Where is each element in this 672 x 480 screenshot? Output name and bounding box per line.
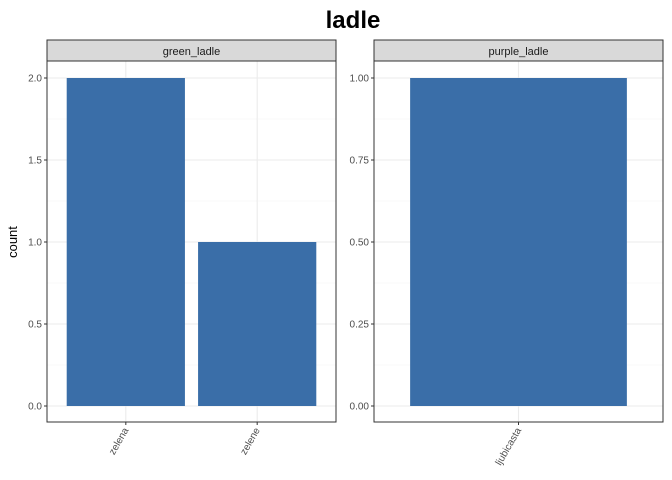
y-tick-label: 1.5 <box>28 156 42 167</box>
y-tick-label: 2.0 <box>28 74 42 85</box>
y-tick-label: 0.5 <box>28 320 42 331</box>
y-tick-label: 0.00 <box>350 402 370 413</box>
y-tick-label: 0.50 <box>350 238 370 249</box>
bar-zelene <box>198 242 317 406</box>
facet-panel-purple_ladle: purple_ladle 0.00 0.25 0.50 0.75 1.00 ljubicas… <box>350 39 664 468</box>
y-axis-label: count <box>5 226 20 258</box>
facet-panel-green_ladle: green_ladle 0.0 0.5 1.0 1.5 2.0 zelena zelene <box>28 39 337 457</box>
facet-strip-label: green_ladle <box>163 46 221 58</box>
y-tick-label: 1.00 <box>350 74 370 85</box>
chart-title: ladle <box>326 7 381 34</box>
bar-ljubicasta <box>410 78 627 406</box>
bar-zelena <box>66 78 185 406</box>
x-tick-label: ljubicasta <box>494 426 525 468</box>
facet-strip-label: purple_ladle <box>489 46 549 58</box>
facet-panels: green_ladle 0.0 0.5 1.0 1.5 2.0 zelena zelene pu… <box>28 39 664 468</box>
x-tick-label: zelena <box>107 426 131 457</box>
panel-border <box>46 60 337 423</box>
y-tick-label: 1.0 <box>28 238 42 249</box>
y-tick-label: 0.25 <box>350 320 370 331</box>
y-tick-label: 0.0 <box>28 402 42 413</box>
x-tick-label: zelene <box>239 426 263 457</box>
panel-border <box>373 60 664 423</box>
y-tick-label: 0.75 <box>350 156 370 167</box>
